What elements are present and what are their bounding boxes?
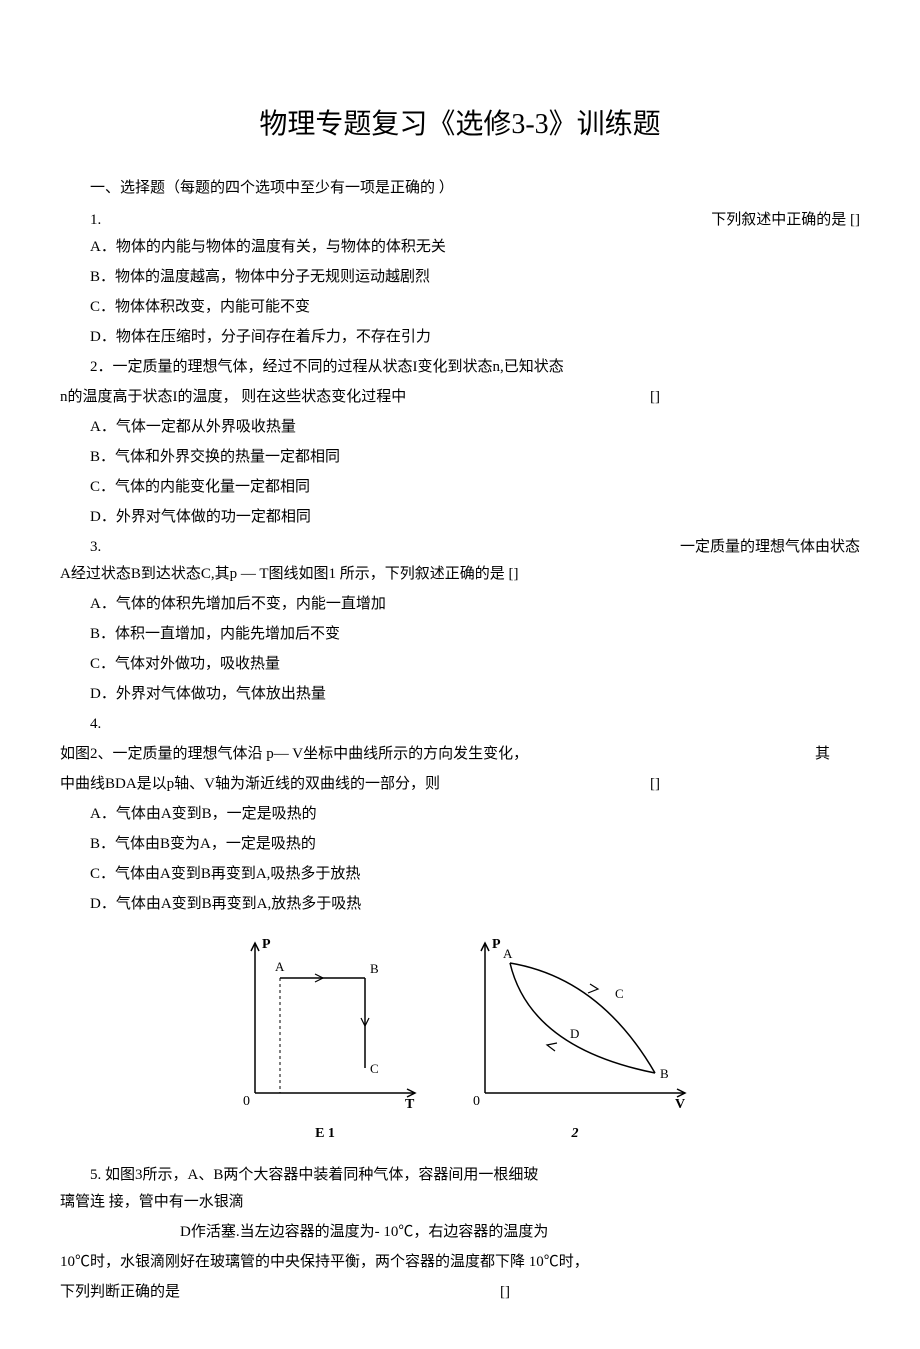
q4-stem-line1: 如图2、一定质量的理想气体沿 p— V坐标中曲线所示的方向发生变化， 其 [60,741,860,768]
figure2-svg: P V 0 A B C D [455,933,695,1113]
svg-text:V: V [675,1097,685,1112]
q4-option-c: C．气体由A变到B再变到A,吸热多于放热 [60,861,860,888]
q1-stem: 1. 下列叙述中正确的是 [] [60,207,860,234]
q5-stem-line3: D作活塞.当左边容器的温度为- 10℃，右边容器的温度为 [60,1219,860,1246]
q3-stem-text: 一定质量的理想气体由状态 [650,534,860,561]
q1-option-b: B．物体的温度越高，物体中分子无规则运动越剧烈 [60,264,860,291]
figure1-wrapper: P T 0 A B C E 1 [225,933,425,1146]
svg-text:C: C [370,1061,379,1076]
svg-text:P: P [262,937,271,952]
q5-stem-line5: 下列判断正确的是 [] [60,1279,860,1306]
figure-container: P T 0 A B C E 1 P [60,933,860,1146]
q1-option-c: C．物体体积改变，内能可能不变 [60,294,860,321]
svg-text:0: 0 [473,1094,480,1109]
q4-option-d: D．气体由A变到B再变到A,放热多于吸热 [60,891,860,918]
figure2-label: 2 [572,1121,579,1146]
q3-stem: 3. 一定质量的理想气体由状态 [60,534,860,561]
q2-stem-line1: 2．一定质量的理想气体，经过不同的过程从状态I变化到状态n,已知状态 [60,354,860,381]
svg-text:P: P [492,937,501,952]
svg-text:C: C [615,986,624,1001]
figure2-wrapper: P V 0 A B C D 2 [455,933,695,1146]
figure1-svg: P T 0 A B C [225,933,425,1113]
q3-stem-line2: A经过状态B到达状态C,其p — T图线如图1 所示，下列叙述正确的是 [] [60,561,860,588]
q2-option-a: A．气体一定都从外界吸收热量 [60,414,860,441]
svg-text:A: A [275,959,285,974]
page-title: 物理专题复习《选修3-3》训练题 [60,100,860,150]
q1-option-d: D．物体在压缩时，分子间存在着斥力，不存在引力 [60,324,860,351]
q5-stem-line4: 10℃时，水银滴刚好在玻璃管的中央保持平衡，两个容器的温度都下降 10℃时， [60,1249,860,1276]
q4-num: 4. [60,711,860,738]
q2-option-d: D．外界对气体做的功一定都相同 [60,504,860,531]
q3-num: 3. [60,534,101,561]
q4-stem-line1-left: 如图2、一定质量的理想气体沿 p— V坐标中曲线所示的方向发生变化， [60,741,528,768]
svg-text:D: D [570,1026,579,1041]
svg-text:T: T [405,1097,415,1112]
svg-text:A: A [503,946,513,961]
svg-text:B: B [660,1066,669,1081]
q5-stem-line5-bracket: [] [500,1279,510,1306]
q5-stem-line2: 璃管连 接，管中有一水银滴 [60,1189,860,1216]
q5-stem-line1: 5. 如图3所示，A、B两个大容器中装着同种气体，容器间用一根细玻 [60,1162,860,1189]
q3-option-c: C．气体对外做功，吸收热量 [60,651,860,678]
svg-text:B: B [370,961,379,976]
q2-option-b: B．气体和外界交换的热量一定都相同 [60,444,860,471]
q3-option-a: A．气体的体积先增加后不变，内能一直增加 [60,591,860,618]
q2-option-c: C．气体的内能变化量一定都相同 [60,474,860,501]
q1-option-a: A．物体的内能与物体的温度有关，与物体的体积无关 [60,234,860,261]
q4-stem-line2: 中曲线BDA是以p轴、V轴为渐近线的双曲线的一部分，则 [] [60,771,860,798]
q4-stem-line1-right: 其 [815,741,830,768]
q2-stem-line2-bracket: [] [650,384,660,411]
q5-stem-line5-text: 下列判断正确的是 [60,1279,180,1306]
q1-num: 1. [60,207,101,234]
q2-stem-line2: n的温度高于状态I的温度， 则在这些状态变化过程中 [] [60,384,860,411]
q4-option-b: B．气体由B变为A，一定是吸热的 [60,831,860,858]
q4-stem-line2-bracket: [] [650,771,660,798]
section-header: 一、选择题（每题的四个选项中至少有一项是正确的 ） [60,175,860,202]
q3-option-b: B．体积一直增加，内能先增加后不变 [60,621,860,648]
q4-option-a: A．气体由A变到B，一定是吸热的 [60,801,860,828]
q1-stem-text: 下列叙述中正确的是 [] [681,207,860,234]
figure1-label: E 1 [315,1121,335,1146]
q4-stem-line2-left: 中曲线BDA是以p轴、V轴为渐近线的双曲线的一部分，则 [60,771,440,798]
svg-text:0: 0 [243,1094,250,1109]
q2-stem-line2-text: n的温度高于状态I的温度， 则在这些状态变化过程中 [60,384,406,411]
q3-option-d: D．外界对气体做功，气体放出热量 [60,681,860,708]
